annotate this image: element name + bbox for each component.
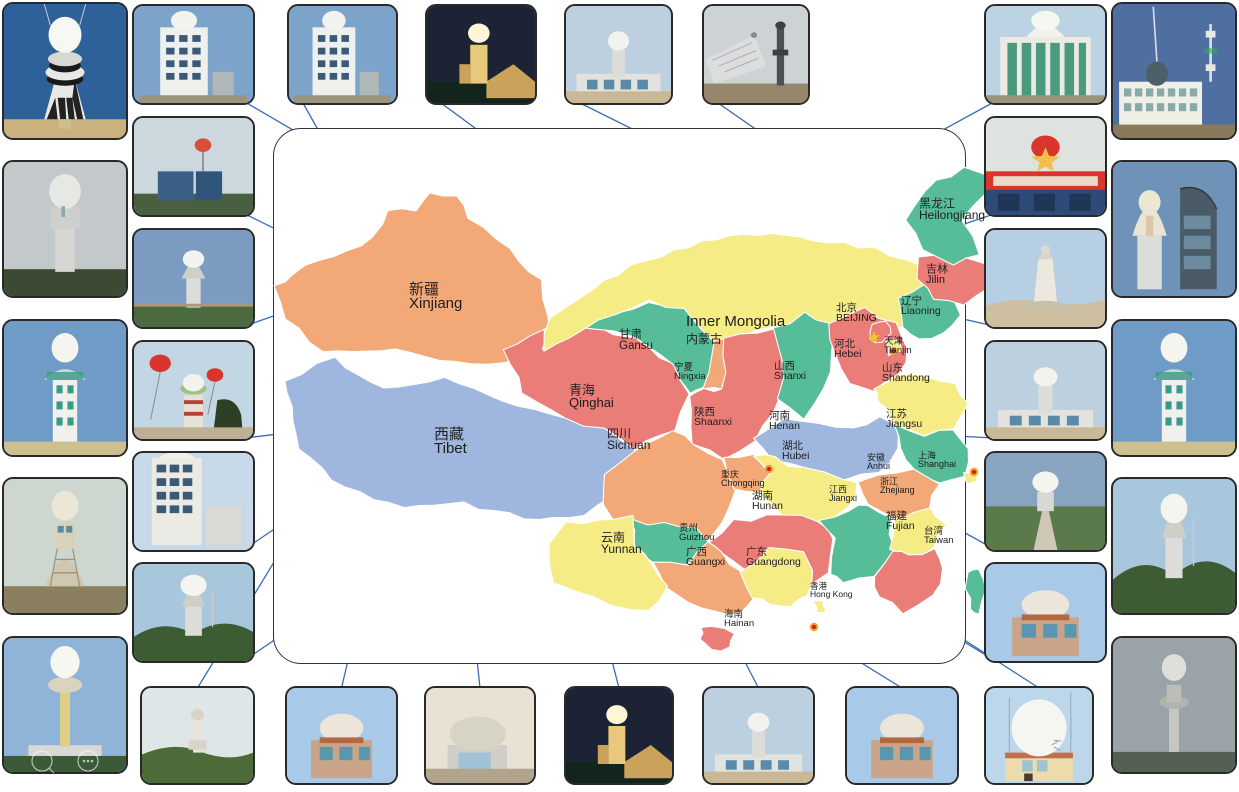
svg-text:Jilin: Jilin: [926, 274, 945, 286]
svg-text:Shandong: Shandong: [882, 372, 930, 384]
svg-text:Ningxia: Ningxia: [674, 371, 706, 382]
svg-text:Guangxi: Guangxi: [686, 556, 725, 568]
svg-text:BEIJING: BEIJING: [836, 312, 877, 324]
svg-text:Tianjin: Tianjin: [884, 345, 912, 356]
svg-text:Henan: Henan: [769, 420, 800, 432]
svg-text:内蒙古: 内蒙古: [686, 331, 722, 346]
svg-text:Anhui: Anhui: [867, 461, 890, 471]
svg-text:Hong Kong: Hong Kong: [810, 589, 853, 599]
svg-text:Inner Mongolia: Inner Mongolia: [686, 313, 786, 330]
svg-text:Sichuan: Sichuan: [607, 438, 650, 452]
svg-text:Shanghai: Shanghai: [918, 459, 956, 469]
svg-text:Shaanxi: Shaanxi: [694, 416, 732, 428]
svg-text:Hainan: Hainan: [724, 618, 754, 629]
svg-text:Jiangxi: Jiangxi: [829, 493, 857, 503]
svg-text:Taiwan: Taiwan: [924, 535, 954, 546]
svg-text:Liaoning: Liaoning: [901, 305, 941, 317]
svg-text:Yunnan: Yunnan: [601, 542, 642, 556]
svg-text:Jiangsu: Jiangsu: [886, 418, 922, 430]
svg-text:Hunan: Hunan: [752, 500, 783, 512]
svg-text:Qinghai: Qinghai: [569, 395, 614, 410]
svg-text:Chongqing: Chongqing: [721, 478, 765, 488]
svg-text:Tibet: Tibet: [434, 440, 468, 457]
svg-text:Hebei: Hebei: [834, 348, 861, 360]
svg-text:Shanxi: Shanxi: [774, 370, 806, 382]
svg-text:Zhejiang: Zhejiang: [880, 485, 915, 495]
svg-text:Hubei: Hubei: [782, 450, 809, 462]
svg-text:Guangdong: Guangdong: [746, 556, 801, 568]
svg-text:Fujian: Fujian: [886, 520, 915, 532]
svg-text:Guizhou: Guizhou: [679, 532, 714, 543]
svg-text:Gansu: Gansu: [619, 340, 653, 352]
svg-text:Xinjiang: Xinjiang: [409, 295, 462, 312]
svg-text:Heilongjiang: Heilongjiang: [919, 208, 985, 222]
